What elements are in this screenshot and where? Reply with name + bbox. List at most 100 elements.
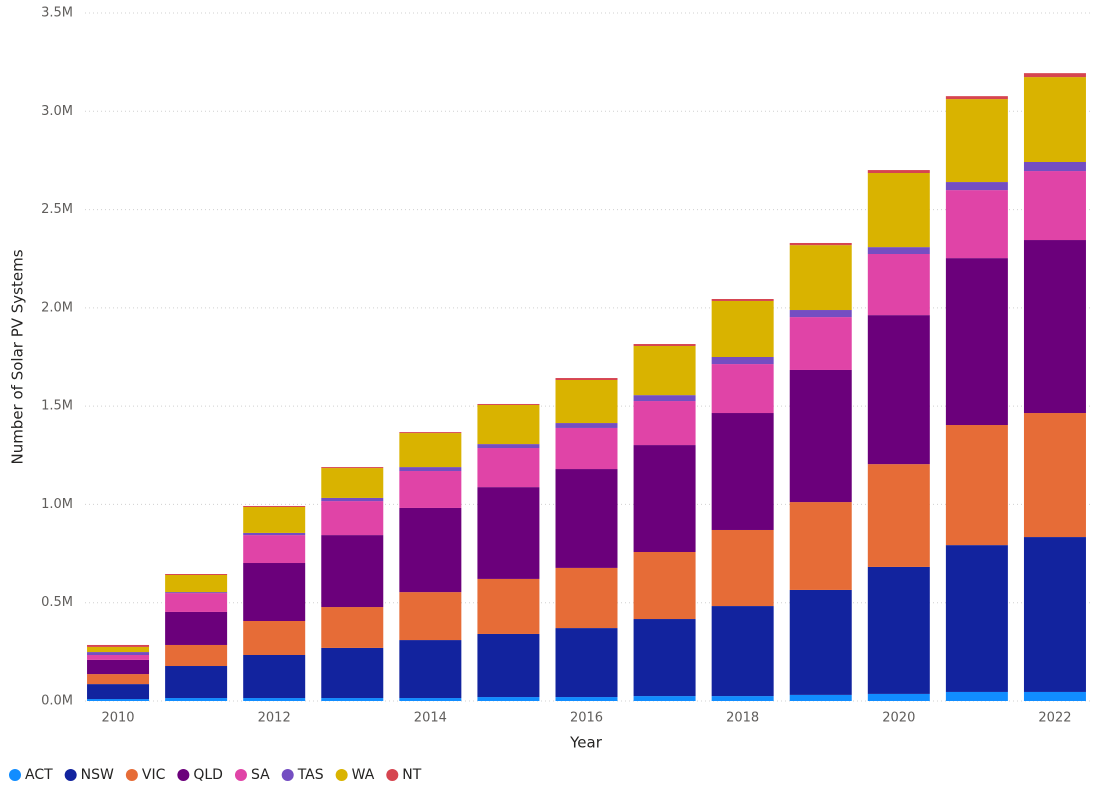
legend-label: TAS xyxy=(297,767,324,783)
bar-segment xyxy=(165,574,228,575)
bar-segment xyxy=(165,593,228,612)
bar-segment xyxy=(711,413,774,530)
bar-segment xyxy=(321,468,384,498)
bar-segment xyxy=(633,401,696,446)
legend-label: SA xyxy=(251,767,270,783)
bar-segment xyxy=(789,242,852,246)
y-tick-label: 1.5M xyxy=(41,399,73,414)
legend-marker xyxy=(335,769,348,781)
bar-segment xyxy=(633,696,696,701)
bar-segment xyxy=(243,698,306,701)
bar-segment xyxy=(711,357,774,365)
bar-segment xyxy=(399,698,462,701)
bar-segment xyxy=(87,644,150,647)
bar-segment xyxy=(555,423,618,428)
bar-segment xyxy=(477,633,540,698)
bar-segment xyxy=(711,696,774,701)
bar-segment xyxy=(711,300,774,357)
bar-segment xyxy=(87,674,150,685)
bar-segment xyxy=(87,699,150,701)
bar-segment xyxy=(87,659,150,675)
bar-segment xyxy=(1023,171,1086,241)
bar-segment xyxy=(321,698,384,701)
bar-segment xyxy=(867,566,930,694)
bar-segment xyxy=(1023,73,1086,78)
x-tick-label: 2010 xyxy=(101,711,134,726)
bar-segment xyxy=(789,310,852,318)
legend-marker xyxy=(9,769,21,781)
x-tick-label: 2018 xyxy=(726,711,759,726)
bar-segment xyxy=(87,655,150,660)
bar-segment xyxy=(945,691,1008,701)
legend-marker xyxy=(125,769,138,781)
bar-segment xyxy=(945,182,1008,191)
x-tick-label: 2012 xyxy=(258,711,291,726)
bar-segment xyxy=(165,666,228,699)
bar-segment xyxy=(867,315,930,465)
y-axis-title: Number of Solar PV Systems xyxy=(9,249,27,464)
bar-segment xyxy=(633,345,696,396)
bar-segment xyxy=(945,545,1008,692)
bar-segment xyxy=(399,592,462,641)
bar-segment xyxy=(867,253,930,316)
bar-segment xyxy=(477,578,540,634)
bar-segment xyxy=(1023,413,1086,538)
bar-segment xyxy=(555,628,618,698)
bar-segment xyxy=(945,425,1008,546)
legend-label: VIC xyxy=(142,767,166,783)
bar-segment xyxy=(789,369,852,503)
bar-segment xyxy=(477,448,540,488)
bar-segment xyxy=(321,535,384,608)
bar-segment xyxy=(243,535,306,564)
bar-segment xyxy=(321,647,384,699)
bar-segment xyxy=(1023,240,1086,414)
bar-segment xyxy=(555,379,618,424)
legend-marker xyxy=(234,769,247,781)
bar-segment xyxy=(321,467,384,469)
bar-segment xyxy=(633,395,696,402)
y-tick-label: 0.5M xyxy=(41,595,73,610)
bar-segment xyxy=(945,258,1008,426)
x-tick-label: 2020 xyxy=(882,711,915,726)
x-tick-label: 2016 xyxy=(570,711,603,726)
bar-segment xyxy=(867,693,930,701)
bar-segment xyxy=(633,619,696,697)
bar-segment xyxy=(555,427,618,470)
bar-segment xyxy=(243,506,306,533)
bar-segment xyxy=(1023,537,1086,692)
bar-segment xyxy=(477,404,540,445)
bar-segment xyxy=(867,464,930,567)
x-axis-title: Year xyxy=(569,734,603,752)
bar-segment xyxy=(945,190,1008,259)
legend-marker xyxy=(281,769,294,781)
legend-label: NT xyxy=(402,767,421,783)
bar-segment xyxy=(243,563,306,621)
bar-segment xyxy=(165,592,228,594)
y-tick-label: 3.5M xyxy=(41,6,73,21)
bar-segment xyxy=(399,432,462,434)
bar-segment xyxy=(633,551,696,620)
bar-segment xyxy=(321,497,384,502)
bar-segment xyxy=(555,567,618,629)
legend-marker xyxy=(64,769,77,781)
bar-segment xyxy=(165,644,228,667)
bar-segment xyxy=(165,698,228,701)
bar-segment xyxy=(867,170,930,174)
y-tick-label: 2.0M xyxy=(41,300,73,315)
bar-segment xyxy=(555,697,618,701)
bar-segment xyxy=(321,501,384,536)
bar-segment xyxy=(87,684,150,700)
y-tick-label: 2.5M xyxy=(41,202,73,217)
x-tick-label: 2014 xyxy=(414,711,447,726)
bar-segment xyxy=(243,506,306,507)
bar-segment xyxy=(711,606,774,697)
bar-segment xyxy=(945,96,1008,100)
bar-segment xyxy=(555,378,618,380)
bar-segment xyxy=(87,652,150,656)
bar-segment xyxy=(789,245,852,311)
legend-marker xyxy=(177,769,190,781)
bar-segment xyxy=(477,697,540,701)
bar-segment xyxy=(945,99,1008,183)
bar-segment xyxy=(243,655,306,699)
